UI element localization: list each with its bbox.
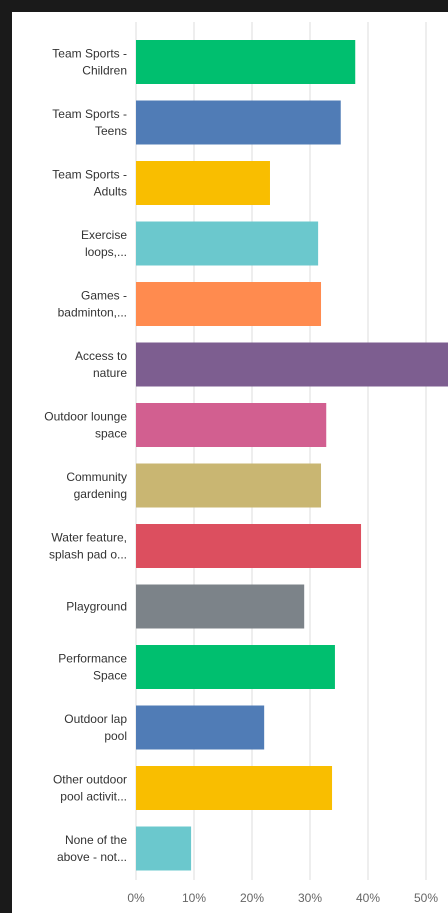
category-label: Access to nature [75,349,127,380]
x-tick-label: 50% [414,891,438,905]
category-label: Water feature, splash pad o... [49,531,127,562]
category-label: Performance Space [58,652,127,683]
bar [136,766,333,810]
bar [136,524,362,568]
bar [136,403,327,447]
category-label: Exercise loops,... [81,228,127,259]
category-label: Community gardening [66,470,127,501]
bar [136,645,335,689]
x-tick-label: 30% [298,891,322,905]
category-label: Team Sports -Children [52,47,127,78]
bar [136,342,448,387]
bar [136,584,305,629]
category-label: Outdoor lounge space [44,410,127,441]
category-label: None of the above - not... [57,833,127,864]
category-label: Games -badminton,... [58,289,127,320]
bar [136,705,265,750]
bar [136,826,192,871]
x-tick-label: 0% [127,891,145,905]
bar [136,100,341,145]
bar [136,221,319,266]
x-tick-label: 10% [182,891,206,905]
bar [136,463,322,508]
category-label: Team Sports -Teens [52,107,127,138]
category-label: Other outdoor pool activit... [53,773,127,804]
x-tick-label: 40% [356,891,380,905]
category-label: Playground [66,600,127,614]
x-tick-label: 20% [240,891,264,905]
bar [136,161,270,205]
bar [136,282,322,326]
category-label: Team Sports -Adults [52,168,127,199]
category-label: Outdoor lap pool [64,712,127,743]
bar [136,40,356,84]
